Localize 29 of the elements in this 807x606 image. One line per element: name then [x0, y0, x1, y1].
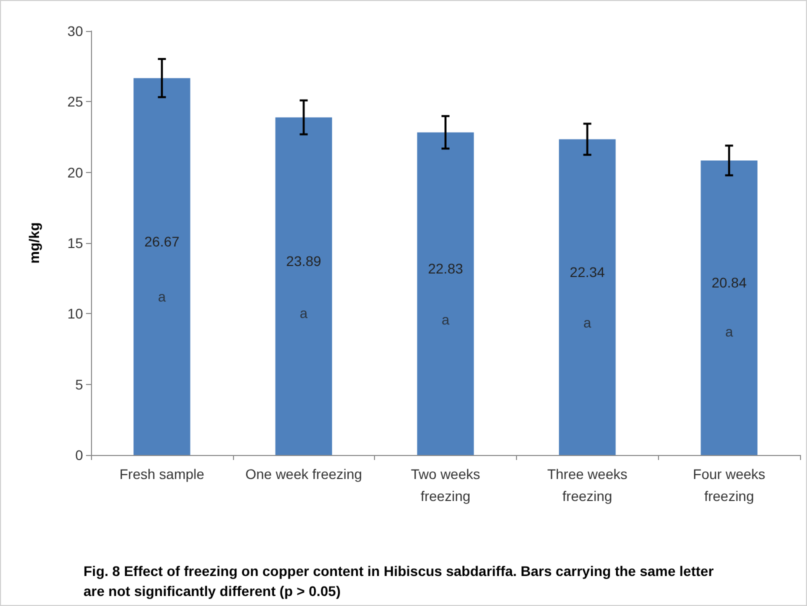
data-label: 22.83 [428, 260, 464, 277]
bar [558, 139, 616, 455]
x-tick-label: One week freezing [245, 466, 362, 482]
y-tick-label: 20 [67, 164, 84, 180]
data-label: 23.89 [286, 253, 322, 270]
y-tick-label: 0 [75, 447, 84, 463]
y-tick-label: 10 [67, 306, 84, 322]
x-tick-label: Fresh sample [119, 466, 205, 482]
y-tick-label: 5 [75, 376, 84, 392]
annotation: a [442, 311, 450, 328]
x-tick-label: Three weeks freezing [547, 466, 628, 504]
data-label: 22.34 [570, 264, 606, 280]
bar [275, 117, 332, 455]
data-label: 26.67 [144, 234, 180, 250]
y-axis-title: mg/kg [26, 222, 42, 264]
annotation: a [725, 323, 734, 340]
annotation: a [583, 314, 592, 330]
x-tick-label: Two weeks freezing [410, 466, 480, 504]
y-tick-label: 25 [67, 94, 84, 110]
bar [417, 132, 474, 455]
annotation: a [300, 305, 308, 322]
y-tick-label: 15 [67, 235, 84, 251]
annotation: a [158, 288, 166, 305]
bar [134, 78, 190, 455]
bar [700, 160, 758, 455]
caption: Fig. 8 Effect of freezing on copper content in Hibiscus sabdariffa. Bars carrying the same letter are not significantly different (p > 0.05) [84, 563, 718, 599]
x-tick-label: Four weeks freezing [692, 466, 766, 504]
data-label: 20.84 [712, 274, 747, 291]
y-tick-label: 30 [67, 23, 84, 39]
